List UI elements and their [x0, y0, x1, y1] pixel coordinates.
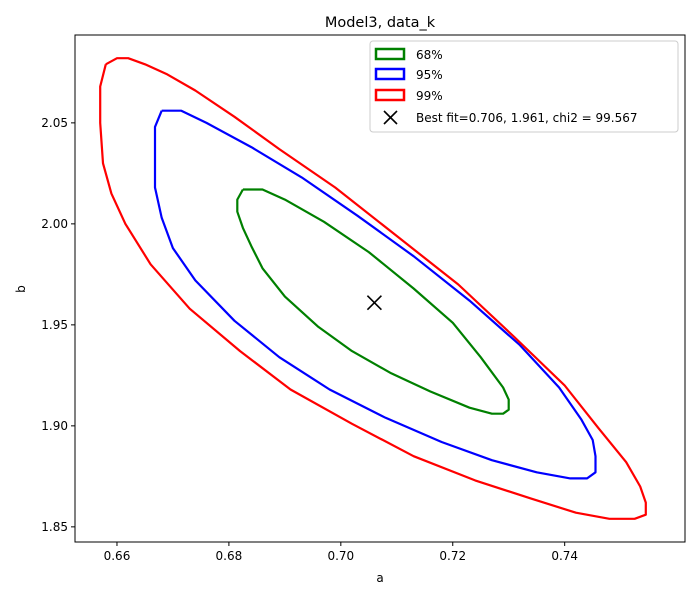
legend-label-99: 99%: [416, 89, 443, 103]
legend-best-fit-marker: [383, 110, 398, 125]
legend-handle-68: [374, 47, 406, 61]
y-tick-label: 1.95: [41, 318, 68, 332]
x-tick-label: 0.68: [216, 549, 243, 563]
legend-handle-99: [374, 88, 406, 102]
x-tick-label: 0.74: [551, 549, 578, 563]
y-tick-label: 2.00: [41, 217, 68, 231]
x-axis-ticks: 0.66 0.68 0.70 0.72 0.74: [104, 542, 578, 563]
y-axis-label: b: [14, 285, 28, 293]
y-tick-label: 2.05: [41, 116, 68, 130]
contour-68pct: [236, 188, 510, 415]
x-tick-label: 0.66: [104, 549, 131, 563]
legend-label-68: 68%: [416, 48, 443, 62]
legend: 68% 95% 99% Best fit=0.706, 1.961, chi2 …: [369, 40, 679, 133]
x-axis-label: a: [376, 571, 383, 585]
legend-frame: [369, 40, 679, 133]
best-fit-marker: [366, 295, 382, 311]
contour-99pct: [99, 57, 647, 520]
y-tick-label: 1.85: [41, 520, 68, 534]
legend-label-best-fit: Best fit=0.706, 1.961, chi2 = 99.567: [416, 111, 638, 125]
x-tick-label: 0.70: [327, 549, 354, 563]
x-tick-label: 0.72: [439, 549, 466, 563]
y-tick-label: 1.90: [41, 419, 68, 433]
contour-95pct: [153, 109, 597, 480]
legend-label-95: 95%: [416, 68, 443, 82]
best-fit-marker-group: [366, 295, 382, 311]
chart-title: Model3, data_k: [325, 15, 436, 31]
contour-lines: [99, 57, 647, 520]
legend-handle-95: [374, 67, 406, 81]
plot-frame: [74, 34, 686, 543]
y-axis-ticks: 1.85 1.90 1.95 2.00 2.05: [41, 116, 75, 534]
